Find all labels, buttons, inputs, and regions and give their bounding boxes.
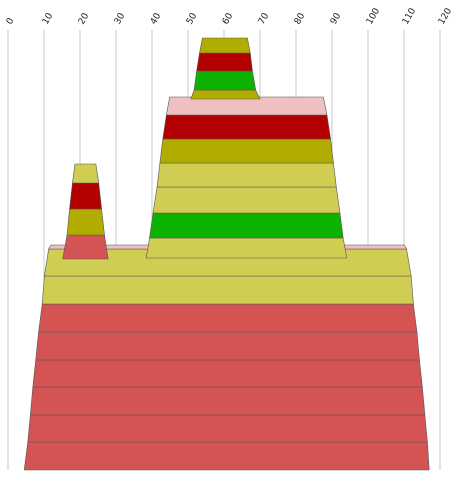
stack-1-layer-3 (29, 386, 426, 416)
stack-1-layer-2 (27, 414, 428, 443)
x-tick-label-110: 110 (401, 6, 418, 26)
stacked-layers (23, 37, 430, 471)
x-tick-label-0: 0 (5, 16, 17, 26)
stack-4-layer-3 (196, 52, 253, 72)
stack-1-layer-5 (35, 331, 420, 361)
stack-1-layer-4 (32, 359, 423, 388)
stack-2-layer-3 (69, 182, 102, 210)
stack-3-layer-5 (159, 138, 334, 164)
stack-2-layer-1 (62, 234, 109, 260)
x-tick-label-70: 70 (257, 11, 272, 26)
stack-1-layer-6 (38, 303, 418, 333)
stack-1-layer-7 (41, 275, 414, 305)
stack-3-layer-4 (156, 162, 337, 188)
x-axis-tick-labels: 0 10 20 30 40 50 60 70 80 90 100 110 120 (5, 6, 452, 26)
x-tick-label-120: 120 (437, 6, 452, 26)
x-tick-label-40: 40 (149, 11, 164, 26)
stack-1-layer-1 (23, 441, 430, 471)
x-tick-label-60: 60 (221, 11, 236, 26)
x-tick-label-20: 20 (77, 11, 92, 26)
stack-4-layer-1 (190, 89, 261, 100)
stack-2-layer-4 (72, 163, 100, 184)
x-tick-label-10: 10 (41, 11, 56, 26)
stack-3-layer-3 (152, 186, 341, 214)
x-tick-label-100: 100 (365, 6, 382, 26)
x-tick-label-30: 30 (113, 11, 128, 26)
stack-4-layer-4 (199, 37, 251, 54)
x-tick-label-90: 90 (329, 11, 344, 26)
stack-4-layer-2 (193, 70, 257, 91)
x-tick-label-50: 50 (185, 11, 200, 26)
stack-3-layer-2 (149, 212, 344, 239)
stack-2-layer-2 (66, 208, 105, 236)
stack-3-layer-7 (166, 96, 328, 116)
stack-3-layer-1 (145, 237, 348, 259)
x-tick-label-80: 80 (293, 11, 308, 26)
stack-3-layer-6 (162, 114, 331, 140)
